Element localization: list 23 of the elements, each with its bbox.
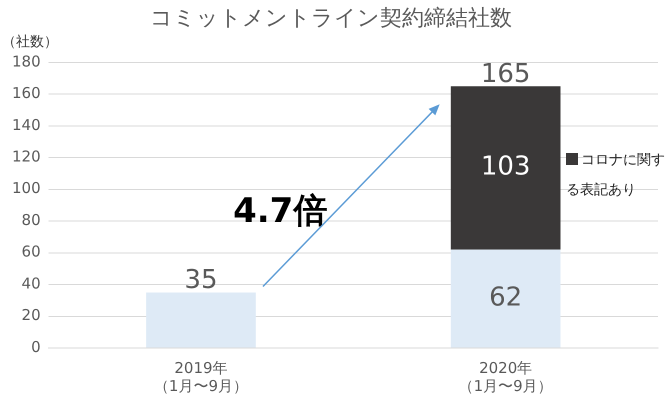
y-tick-label: 100: [12, 179, 41, 198]
chart-title: コミットメントライン契約締結社数: [150, 6, 512, 31]
y-axis-title: （社数）: [2, 34, 58, 50]
x-tick-label: 2019年（1月〜9月）: [154, 358, 248, 395]
y-tick-label: 140: [12, 116, 41, 134]
annotation: 4.7倍: [233, 190, 328, 231]
total-label: 35: [184, 265, 218, 296]
data-label: 103: [480, 152, 530, 182]
y-tick-label: 0: [31, 338, 41, 356]
x-tick-label: 2020年（1月〜9月）: [458, 358, 553, 395]
data-label: 62: [489, 282, 522, 312]
y-tick-label: 40: [22, 274, 41, 292]
bar: [450, 86, 560, 250]
y-tick-label: 20: [22, 306, 41, 324]
bar: [146, 292, 256, 348]
bar: [450, 250, 560, 348]
y-tick-label: 60: [22, 242, 41, 261]
total-label: 165: [480, 58, 530, 89]
y-tick-label: 160: [12, 84, 41, 102]
y-tick-label: 120: [12, 147, 41, 166]
y-tick-label: 180: [12, 52, 41, 70]
y-tick-label: 80: [22, 210, 41, 229]
legend-label: コロナに関する表記あり: [566, 151, 666, 200]
